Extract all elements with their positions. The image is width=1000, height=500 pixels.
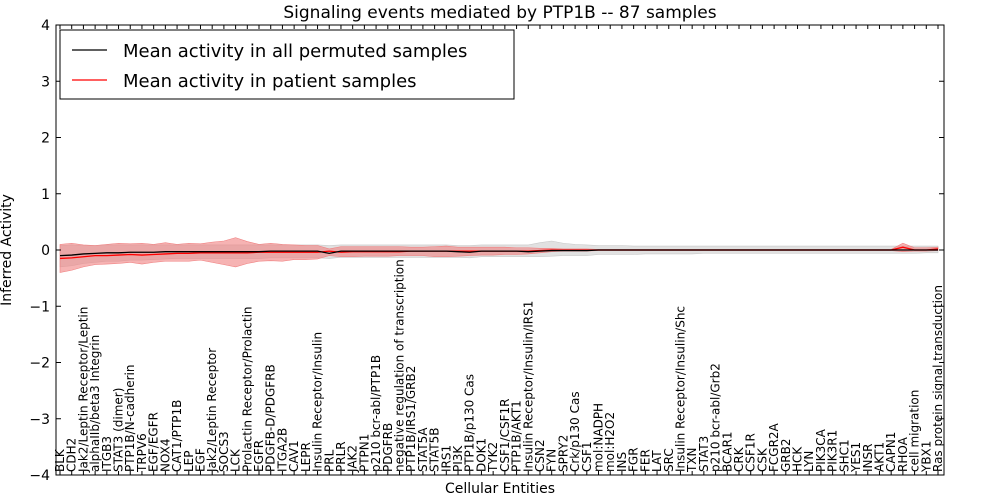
x-category-label: PI3K [451,445,465,472]
x-category-label: STAT3 [697,436,711,472]
x-category-label: GRB2 [779,438,793,472]
y-tick-label: −2 [29,356,50,372]
x-category-label: LCK [229,448,243,472]
x-category-label: TXN [685,447,699,473]
x-category-label: INSR [861,444,875,472]
x-category-label: CSN2 [533,439,547,472]
x-category-label: BCAR1 [720,431,734,472]
x-category-label: NOX4 [158,438,172,472]
x-category-label: PRL [322,449,336,472]
x-axis-label: Cellular Entities [445,481,555,497]
x-category-label: PTP1B/AKT1 [510,400,524,472]
x-category-label: cell migration [908,390,922,472]
x-category-label: IRS1 [439,445,453,472]
x-category-label: Jak2/Leptin Receptor/Leptin [76,307,90,473]
x-category-label: FER [638,449,652,472]
x-category-label: mol:H2O2 [603,412,617,472]
x-category-label: PIK3R1 [826,430,840,472]
x-category-label: Prolactin Receptor/Prolactin [240,306,254,472]
x-category-label: DOK1 [474,438,488,472]
x-category-label: PDGFRB [381,423,395,472]
x-category-label: STAT5A [416,427,430,472]
x-category-label: FCGR2A [767,422,781,472]
x-category-label: PTP1B/IRS1/GRB2 [404,366,418,472]
x-category-label: negative regulation of transcription [392,259,406,472]
x-category-label: INS [615,452,629,472]
legend: Mean activity in all permuted samples Me… [59,29,515,100]
x-category-label: CSF1R [744,433,758,472]
x-category-label: JAK2 [346,445,360,473]
x-category-label: CDH2 [65,438,79,472]
x-category-label: STAT3 (dimer) [112,388,126,472]
x-category-label: CAV1 [287,440,301,472]
series-line-permuted [59,249,938,257]
x-category-label: RHOA [896,436,910,472]
x-category-label: Insulin Receptor/Insulin/IRS1 [521,301,535,472]
x-category-label: CSF1/CSF1R [498,399,512,472]
y-tick-label: 1 [41,187,50,203]
x-category-label: TRPV6 [135,433,149,473]
x-category-label: p210 bcr-abl/Grb2 [709,363,723,472]
x-category-label: PRLR [334,441,348,472]
x-category-label: CSF1 [580,441,594,472]
x-category-label: LEPR [299,442,313,472]
y-tick-label: 0 [41,243,50,259]
x-category-label: SRC [662,448,676,472]
x-category-label: PTP1B/p130 Cas [463,374,477,472]
x-category-label: EGFR [252,440,266,472]
x-category-label: p210 bcr-abl/PTP1B [369,355,383,472]
y-tick-label: 3 [41,74,50,90]
x-category-label: EGF [193,448,207,472]
x-category-label: PTP1B/N-cadherin [123,365,137,472]
x-category-label: mol:NADPH [592,403,606,472]
x-category-label: HCK [791,446,805,472]
x-category-label: ITGB3 [100,436,114,472]
x-category-label: AKT1 [872,442,886,472]
x-category-label: SHC1 [837,439,851,472]
x-category-label: PDGFB-D/PDGFRB [264,364,278,472]
x-category-label: Insulin Receptor/Insulin/Shc [673,306,687,472]
x-category-label: Insulin Receptor/Insulin [311,332,325,472]
x-category-label: LAT [650,450,664,472]
y-tick-label: −3 [29,412,50,428]
band-patient [59,237,939,273]
x-category-label: Crk/p130 Cas [568,391,582,472]
y-tick-label: −1 [29,299,50,315]
x-category-label: Ras protein signal transduction [931,285,945,472]
x-category-label: YES1 [849,442,863,473]
x-category-label: Jak2/Leptin Receptor [205,348,219,473]
x-category-label: CSK [755,447,769,472]
x-category-label: YBX1 [919,441,933,473]
x-category-label: FYN [545,449,559,472]
x-category-label: CAT1/PTP1B [170,400,184,472]
x-category-label: STAT5B [428,427,442,472]
x-category-label: CAPN1 [884,432,898,472]
x-category-label: CRK [732,446,746,472]
chart-title: Signaling events mediated by PTP1B -- 87… [283,3,716,23]
legend-label-patient: Mean activity in patient samples [123,71,417,92]
x-category-label: alphaIIb/beta3 Integrin [88,335,102,472]
legend-label-permuted: Mean activity in all permuted samples [123,41,467,62]
x-category-label: EGF/EGFR [147,412,161,472]
x-category-label: ITGA2B [275,428,289,472]
plot-frame [55,24,945,476]
y-tick-label: −4 [29,468,50,484]
y-axis-label: Inferred Activity [0,194,15,306]
x-category-label: LYN [802,451,816,472]
x-category-label: SOCS3 [217,431,231,472]
x-category-label: PTPN1 [357,434,371,472]
x-category-label: PIK3CA [814,428,828,472]
y-tick-label: 2 [41,131,50,147]
x-category-label: LEP [182,450,196,472]
x-category-label: TYK2 [486,442,500,473]
x-category-label: SPRY2 [556,435,570,472]
legend-frame [59,29,515,100]
x-category-label: FGR [627,447,641,472]
y-tick-label: 4 [41,18,50,34]
